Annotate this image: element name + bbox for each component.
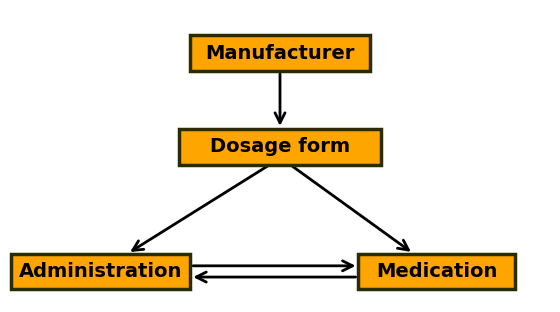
FancyBboxPatch shape	[11, 253, 190, 290]
Text: Manufacturer: Manufacturer	[206, 44, 354, 62]
Text: Medication: Medication	[376, 262, 497, 281]
FancyBboxPatch shape	[179, 129, 381, 165]
FancyBboxPatch shape	[358, 253, 515, 290]
Text: Administration: Administration	[19, 262, 183, 281]
Text: Dosage form: Dosage form	[210, 137, 350, 156]
FancyBboxPatch shape	[190, 35, 370, 71]
